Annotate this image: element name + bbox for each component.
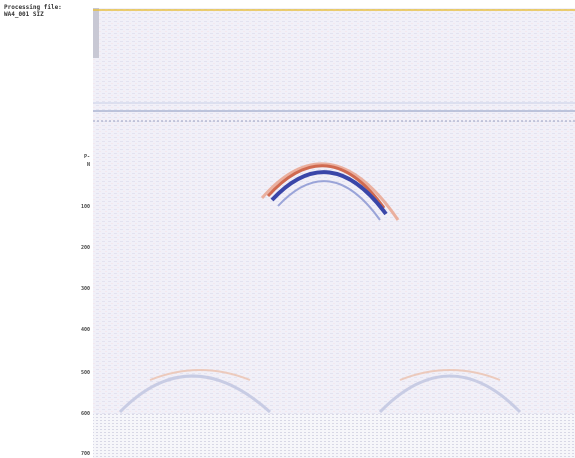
- depth-label: 400: [80, 327, 90, 333]
- marker-label: N: [86, 162, 90, 168]
- depth-label: 200: [80, 245, 90, 251]
- depth-label: 700: [80, 451, 90, 457]
- hyperbola-blue: [270, 170, 388, 216]
- depth-label: 100: [80, 204, 90, 210]
- hyperbola-red: [266, 164, 386, 209]
- hyperbola-faint: [378, 374, 522, 414]
- file-name: WA4_001 SIZ: [4, 11, 44, 18]
- scan-strip: [93, 8, 99, 58]
- hyperbola-faint: [149, 369, 251, 381]
- depth-label: 600: [80, 411, 90, 417]
- depth-label: 300: [80, 286, 90, 292]
- hyperbola-faint: [118, 374, 272, 414]
- hyperbola-faint: [399, 369, 501, 381]
- hyperbola-blue: [277, 180, 381, 221]
- scan-area: [93, 8, 575, 458]
- bottom-band: [93, 414, 575, 458]
- marker-label: P-: [83, 154, 90, 160]
- depth-label: 500: [80, 370, 90, 376]
- hyperbola-red: [260, 162, 400, 221]
- header-title: Processing file:: [4, 4, 62, 11]
